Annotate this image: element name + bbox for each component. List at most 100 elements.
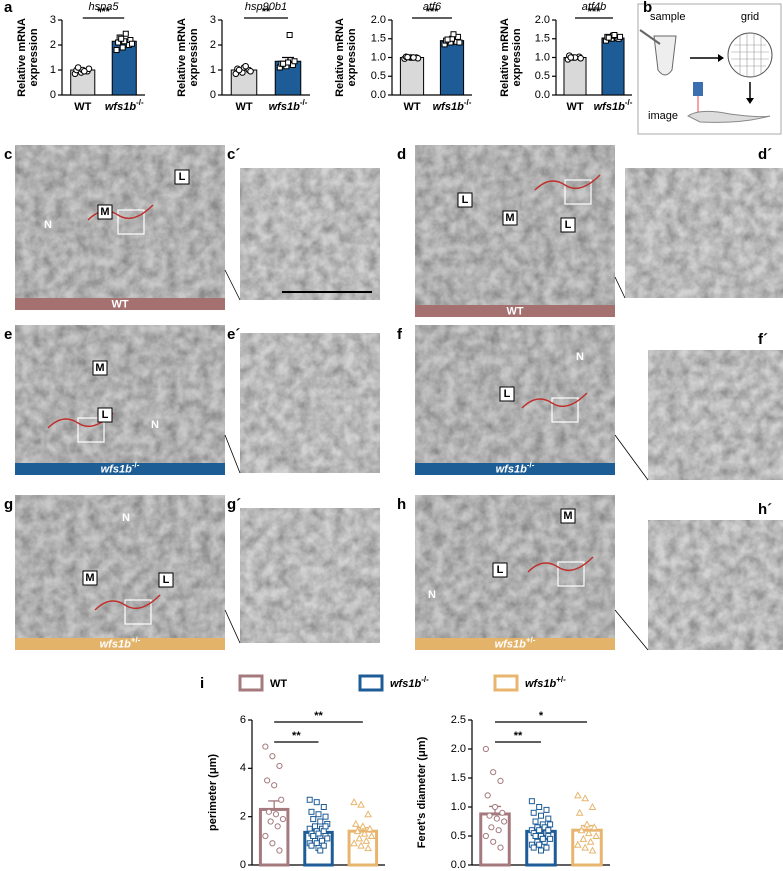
y-tick-label: 2 — [210, 39, 216, 51]
data-point — [577, 54, 584, 62]
panel-label: b — [643, 0, 652, 16]
data-point — [306, 796, 313, 803]
data-point — [315, 830, 322, 837]
data-point — [291, 58, 298, 65]
y-axis-label: Relative mRNA — [16, 18, 28, 97]
group-label-main: wfs1b — [495, 638, 526, 650]
data-point — [353, 827, 362, 835]
annotation: N — [122, 512, 130, 524]
chart-title: atf6 — [423, 1, 442, 13]
data-point — [536, 804, 543, 810]
data-point — [539, 835, 546, 842]
data-point — [482, 745, 489, 753]
y-tick-label: 0.5 — [451, 830, 466, 842]
inset-box — [551, 397, 579, 423]
sig-label: *** — [426, 6, 440, 18]
annotation-box — [92, 360, 108, 376]
panel-label: c — [4, 146, 12, 163]
inset-box — [557, 561, 585, 587]
y-tick-label: 2 — [50, 39, 56, 51]
bar — [399, 57, 425, 96]
y-tick-label: 1.0 — [371, 51, 386, 63]
zoom-connector — [224, 269, 241, 301]
x-tick-label-main: wfs1b — [594, 101, 625, 113]
data-point — [313, 840, 320, 847]
data-point — [308, 808, 315, 815]
group-label: wfs1b-/- — [496, 460, 535, 475]
annotation-box — [499, 386, 515, 402]
micrograph — [415, 325, 615, 463]
data-point — [545, 827, 552, 834]
data-point — [265, 808, 272, 815]
y-tick-label: 0.5 — [535, 70, 550, 82]
group-label: wfs1b+/- — [495, 635, 536, 650]
annotation: L — [462, 194, 469, 206]
data-point — [538, 847, 544, 854]
panel-label: d — [397, 146, 406, 163]
data-point — [611, 32, 618, 38]
data-point — [530, 844, 537, 851]
data-point — [592, 831, 600, 839]
y-axis-label: expression — [28, 28, 40, 86]
data-point — [574, 840, 582, 848]
data-point — [577, 826, 586, 834]
annotation-box — [97, 204, 113, 220]
data-point — [247, 67, 254, 75]
sig-label: ** — [292, 730, 301, 742]
zoom-connector — [614, 434, 649, 481]
legend-swatch — [358, 674, 384, 692]
data-point — [588, 846, 597, 854]
y-axis-label: expression — [188, 28, 200, 86]
data-point — [575, 808, 584, 816]
data-point — [262, 832, 269, 840]
data-point — [276, 762, 283, 770]
micrograph — [15, 325, 225, 463]
panel-label: h — [397, 496, 406, 513]
bar — [601, 37, 625, 96]
y-tick-label: 1.0 — [451, 801, 466, 813]
data-point — [276, 847, 283, 854]
micrograph — [15, 145, 225, 298]
data-point — [128, 40, 135, 47]
zoom-connector — [224, 434, 241, 474]
schematic-sample: sample — [650, 11, 685, 23]
group-label-main: wfs1b — [496, 463, 527, 475]
legend-swatch — [493, 674, 519, 692]
group-bar — [15, 638, 225, 650]
x-tick-label: WT — [235, 101, 252, 113]
data-point — [444, 36, 451, 43]
data-point — [235, 66, 243, 74]
data-point — [493, 815, 500, 822]
data-point — [547, 835, 554, 842]
data-point — [605, 34, 612, 41]
data-point — [528, 798, 535, 805]
bar — [563, 57, 587, 96]
zoom-image — [240, 333, 380, 473]
y-axis-label: Relative mRNA — [334, 18, 346, 97]
y-tick-label: 1.5 — [371, 33, 386, 45]
data-point — [317, 847, 324, 854]
data-point — [357, 800, 365, 808]
y-tick-label: 1.5 — [535, 33, 550, 45]
y-tick-label: 1.5 — [451, 772, 466, 784]
annotation: L — [497, 564, 504, 576]
data-point — [490, 769, 497, 776]
y-axis-label: perimeter (μm) — [207, 754, 219, 831]
data-point — [320, 828, 327, 835]
data-point — [122, 30, 129, 37]
microscope — [693, 82, 703, 96]
data-point — [579, 834, 588, 842]
group-bar — [15, 463, 225, 475]
schematic: sample grid image — [637, 3, 782, 135]
annotation-box — [492, 562, 508, 578]
er-trace — [87, 204, 154, 221]
y-tick-label: 1 — [50, 64, 56, 76]
data-point — [501, 818, 508, 825]
zoom-connector — [614, 276, 626, 299]
group-label-main: WT — [111, 298, 128, 310]
grid-mesh — [731, 33, 769, 77]
y-tick-label: 3 — [210, 14, 216, 26]
annotation: N — [576, 351, 584, 363]
zoom-image — [625, 168, 783, 298]
data-point — [581, 794, 590, 802]
